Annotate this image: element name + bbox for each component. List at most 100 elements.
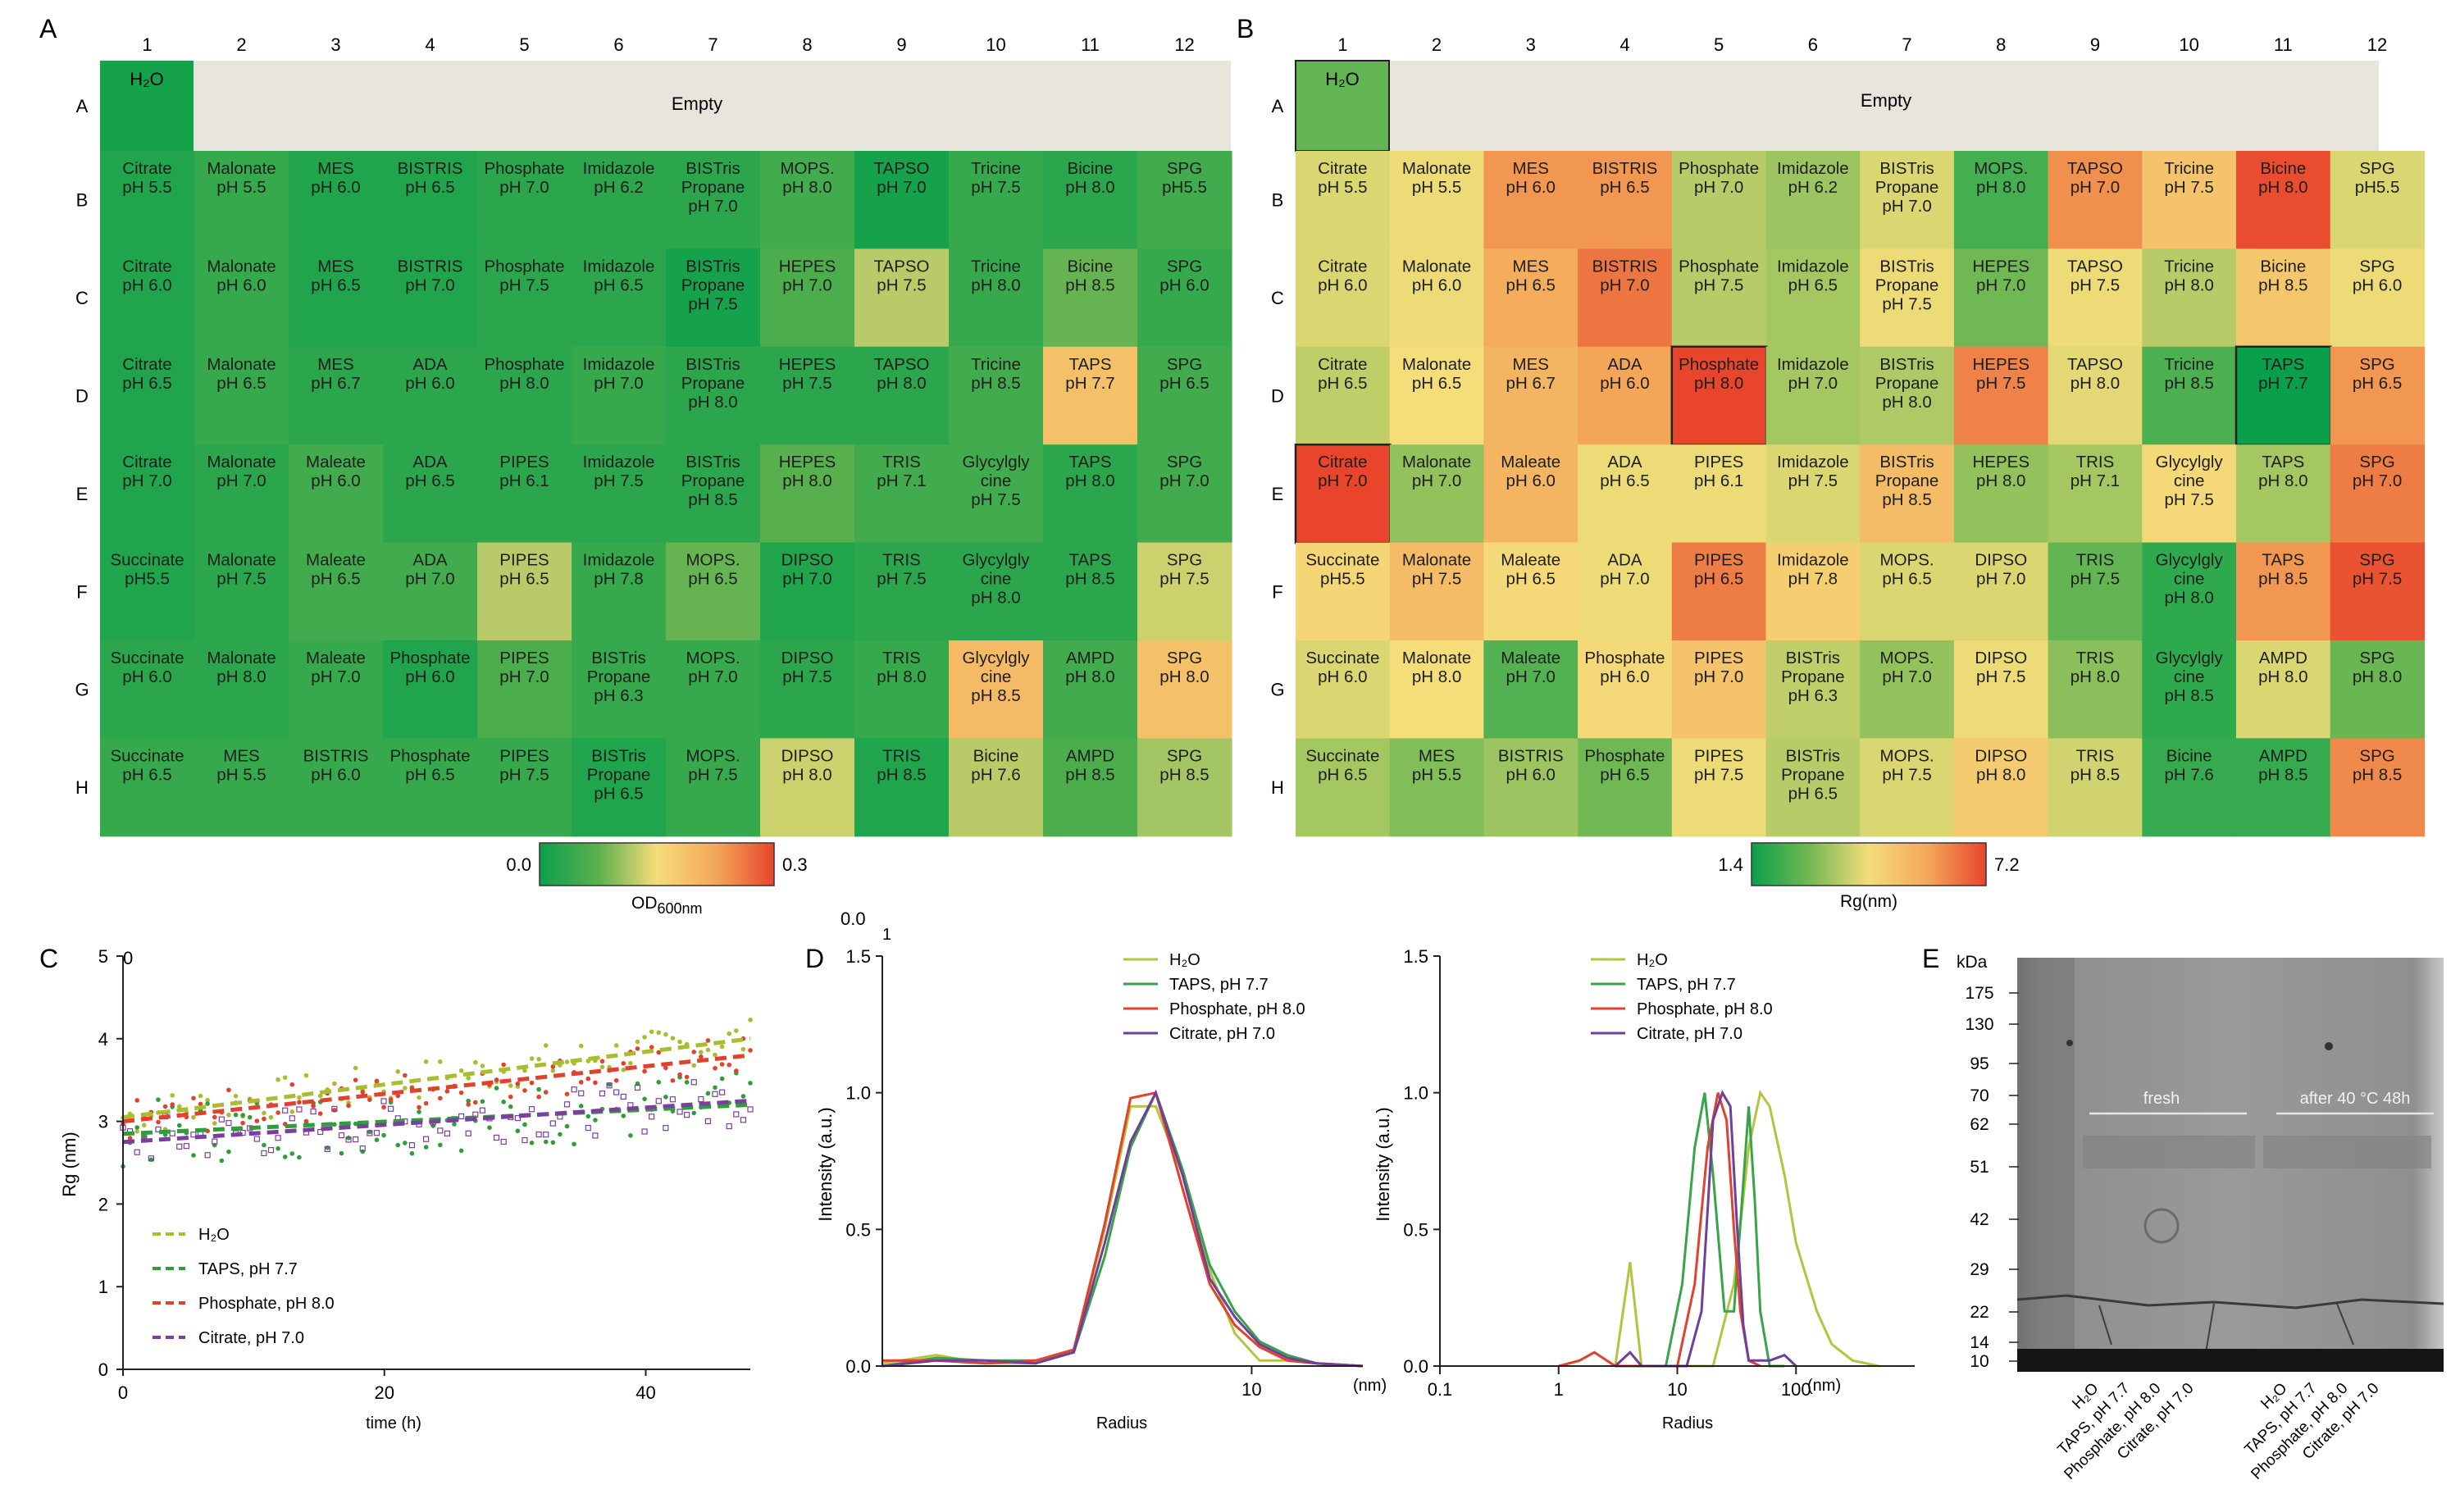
- heatmap-b-cell-label-line: Malonate: [1402, 649, 1471, 667]
- heatmap-a-cell-label-line: pH 7.5: [216, 570, 266, 589]
- scatter-c-point: [572, 1141, 576, 1147]
- heatmap-a-cell: [949, 151, 1044, 249]
- scatter-c-point: [360, 1089, 366, 1095]
- heatmap-b-cell-label: MES pH 6.5: [1506, 257, 1556, 294]
- scatter-c-point: [381, 1132, 386, 1138]
- scatter-c-legend: H₂O TAPS, pH 7.7 Phosphate, pH 8.0 Citrate,…: [153, 1226, 335, 1347]
- heatmap-a-cell-label-line: Tricine: [971, 159, 1021, 178]
- heatmap-b-cell-label-line: TAPSO: [2067, 159, 2123, 178]
- heatmap-a-cell-label-line: SPG: [1167, 257, 1202, 276]
- scatter-c-point: [254, 1118, 260, 1123]
- heatmap-a-cell: [1137, 738, 1232, 837]
- heatmap-a-cell-label-line: pH 7.5: [782, 667, 831, 686]
- heatmap-a-cell-label-line: Citrate: [122, 355, 171, 374]
- dls-right-x-tick-label: 10: [1667, 1379, 1687, 1400]
- heatmap-b-cell-label-line: pH 5.5: [1412, 765, 1461, 784]
- heatmap-b-cell: [1389, 346, 1484, 445]
- gel-marker-label: 42: [1970, 1210, 1988, 1229]
- colorbar-b-title: Rg(nm): [1840, 892, 1897, 911]
- heatmap-a-cell-label-line: pH 8.0: [216, 667, 266, 686]
- heatmap-a-cell-label-line: pH 7.0: [405, 276, 454, 294]
- heatmap-a-cell-label: MES pH 6.7: [311, 355, 360, 393]
- heatmap-b-cell: [1765, 542, 1861, 641]
- heatmap-b-cell-label: PIPES pH 7.5: [1694, 746, 1743, 784]
- heatmap-b-cell-label-line: SPG: [2359, 649, 2394, 667]
- heatmap-a-cell-label-line: BISTris: [591, 649, 645, 667]
- heatmap-a-cell-label-line: pH 8.5: [877, 765, 926, 784]
- scatter-c-point: [712, 1091, 718, 1097]
- dls-left-x-tick-label: 10: [1241, 1379, 1261, 1400]
- heatmap-b-cell-label: Phosphate pH 7.5: [1679, 257, 1759, 294]
- scatter-c-point: [353, 1065, 358, 1071]
- heatmap-b-cell-label-line: Propane: [1875, 374, 1939, 393]
- heatmap-a-cell-label-line: pH 7.5: [971, 490, 1020, 509]
- heatmap-a-cell-label-line: pH 7.0: [405, 570, 454, 589]
- heatmap-b-cell-label: Succinate pH5.5: [1305, 551, 1379, 589]
- heatmap-b-cell-label-line: pH 7.5: [2070, 276, 2120, 294]
- heatmap-a-cell-label: Malonate pH 7.0: [207, 453, 276, 490]
- heatmap-b-cell-label: Glycylgly cine pH 8.5: [2156, 649, 2224, 705]
- heatmap-a-cell-label: Phosphate pH 7.0: [484, 159, 564, 197]
- heatmap-a-cell-label: SPG pH 7.0: [1159, 453, 1209, 490]
- heatmap-b-cell-label-line: Phosphate: [1584, 746, 1665, 765]
- heatmap-a-cell-label-line: AMPD: [1066, 649, 1114, 667]
- scatter-c-point: [704, 1118, 712, 1124]
- heatmap-a-cell-label-line: pH 7.5: [499, 276, 549, 294]
- scatter-c-point: [141, 1123, 147, 1128]
- heatmap-a-cell-label: AMPD pH 8.5: [1065, 746, 1114, 784]
- gel-annotation-heated: after 40 °C 48h: [2300, 1090, 2411, 1108]
- scatter-c-point: [676, 1109, 683, 1115]
- heatmap-a-cell-label-line: Malonate: [207, 257, 276, 276]
- heatmap-a-cell-label-line: pH 7.5: [877, 276, 926, 294]
- gel-marker-label: 95: [1970, 1054, 1988, 1073]
- heatmap-b-cell-label-line: SPG: [2359, 159, 2394, 178]
- scatter-c-point: [713, 1085, 718, 1091]
- scatter-c-point: [395, 1069, 401, 1074]
- heatmap-a-cell-label-line: PIPES: [499, 551, 549, 570]
- heatmap-a-cell-label-line: pH 6.5: [311, 570, 360, 589]
- heatmap-a-cell: [666, 640, 761, 739]
- scatter-c-point: [699, 1054, 704, 1059]
- heatmap-a-empty-band: [194, 61, 1231, 151]
- heatmap-a-cell: [477, 444, 572, 544]
- heatmap-b-cell: [2142, 346, 2237, 445]
- panel-label-e: E: [1922, 944, 1939, 973]
- heatmap-a-cell-label: HEPES pH 7.5: [779, 355, 836, 393]
- heatmap-a-cell-label-line: HEPES: [779, 257, 836, 276]
- heatmap-b-cell-label-line: pH 8.0: [2164, 276, 2213, 294]
- scatter-c-point: [408, 1142, 416, 1149]
- heatmap-a-cell-label: SPG pH 7.5: [1159, 551, 1209, 589]
- heatmap-b-cell-label: SPG pH 7.5: [2353, 551, 2402, 589]
- heatmap-a-cell: [760, 151, 855, 249]
- heatmap-b-cell: [2330, 542, 2425, 641]
- heatmap-a-cell-label-line: Malonate: [207, 551, 276, 570]
- heatmap-a-cell: [383, 542, 478, 641]
- heatmap-a-cell-label-line: Malonate: [207, 649, 276, 667]
- heatmap-b-col-label: 7: [1902, 34, 1911, 55]
- dls-left-x-ticks: 10: [1241, 1366, 1262, 1400]
- scatter-c-point: [522, 1122, 527, 1127]
- heatmap-a-cell-label: Imidazole pH 7.5: [583, 453, 655, 490]
- heatmap-b-cell: [1953, 346, 2049, 445]
- heatmap-a-cell-label-line: pH 7.0: [877, 178, 926, 197]
- heatmap-b-cell: [2234, 345, 2332, 447]
- heatmap-b-cell-label: DIPSO pH 8.0: [1975, 746, 2027, 784]
- heatmap-a-cell-label: BISTRIS pH 6.5: [398, 159, 463, 197]
- heatmap-b-cell-label: BISTRIS pH 6.0: [1498, 746, 1564, 784]
- heatmap-a-cell-label-line: pH 7.0: [499, 178, 549, 197]
- heatmap-b-cell-label-line: pH 6.5: [1506, 570, 1556, 589]
- heatmap-b-cell-label: Bicine pH 8.0: [2258, 159, 2307, 197]
- heatmap-a-cell-label-line: pH 6.0: [122, 276, 171, 294]
- heatmap-b-cell-label-line: pH 7.5: [1694, 276, 1743, 294]
- scatter-c-point: [226, 1119, 232, 1127]
- heatmap-b-cell-label: Malonate pH 7.0: [1402, 453, 1471, 490]
- heatmap-b-cell-label: HEPES pH 8.0: [1973, 453, 2030, 490]
- scatter-c-point: [338, 1132, 345, 1139]
- heatmap-b-cell: [1860, 151, 1955, 249]
- heatmap-b-cell-label-line: cine: [2174, 667, 2205, 686]
- scatter-c-fit-lines: [122, 1036, 751, 1145]
- scatter-c-point: [641, 1128, 648, 1135]
- scatter-c-fit-line: [122, 1102, 751, 1136]
- heatmap-b-cell-label-line: pH 6.5: [2353, 374, 2402, 393]
